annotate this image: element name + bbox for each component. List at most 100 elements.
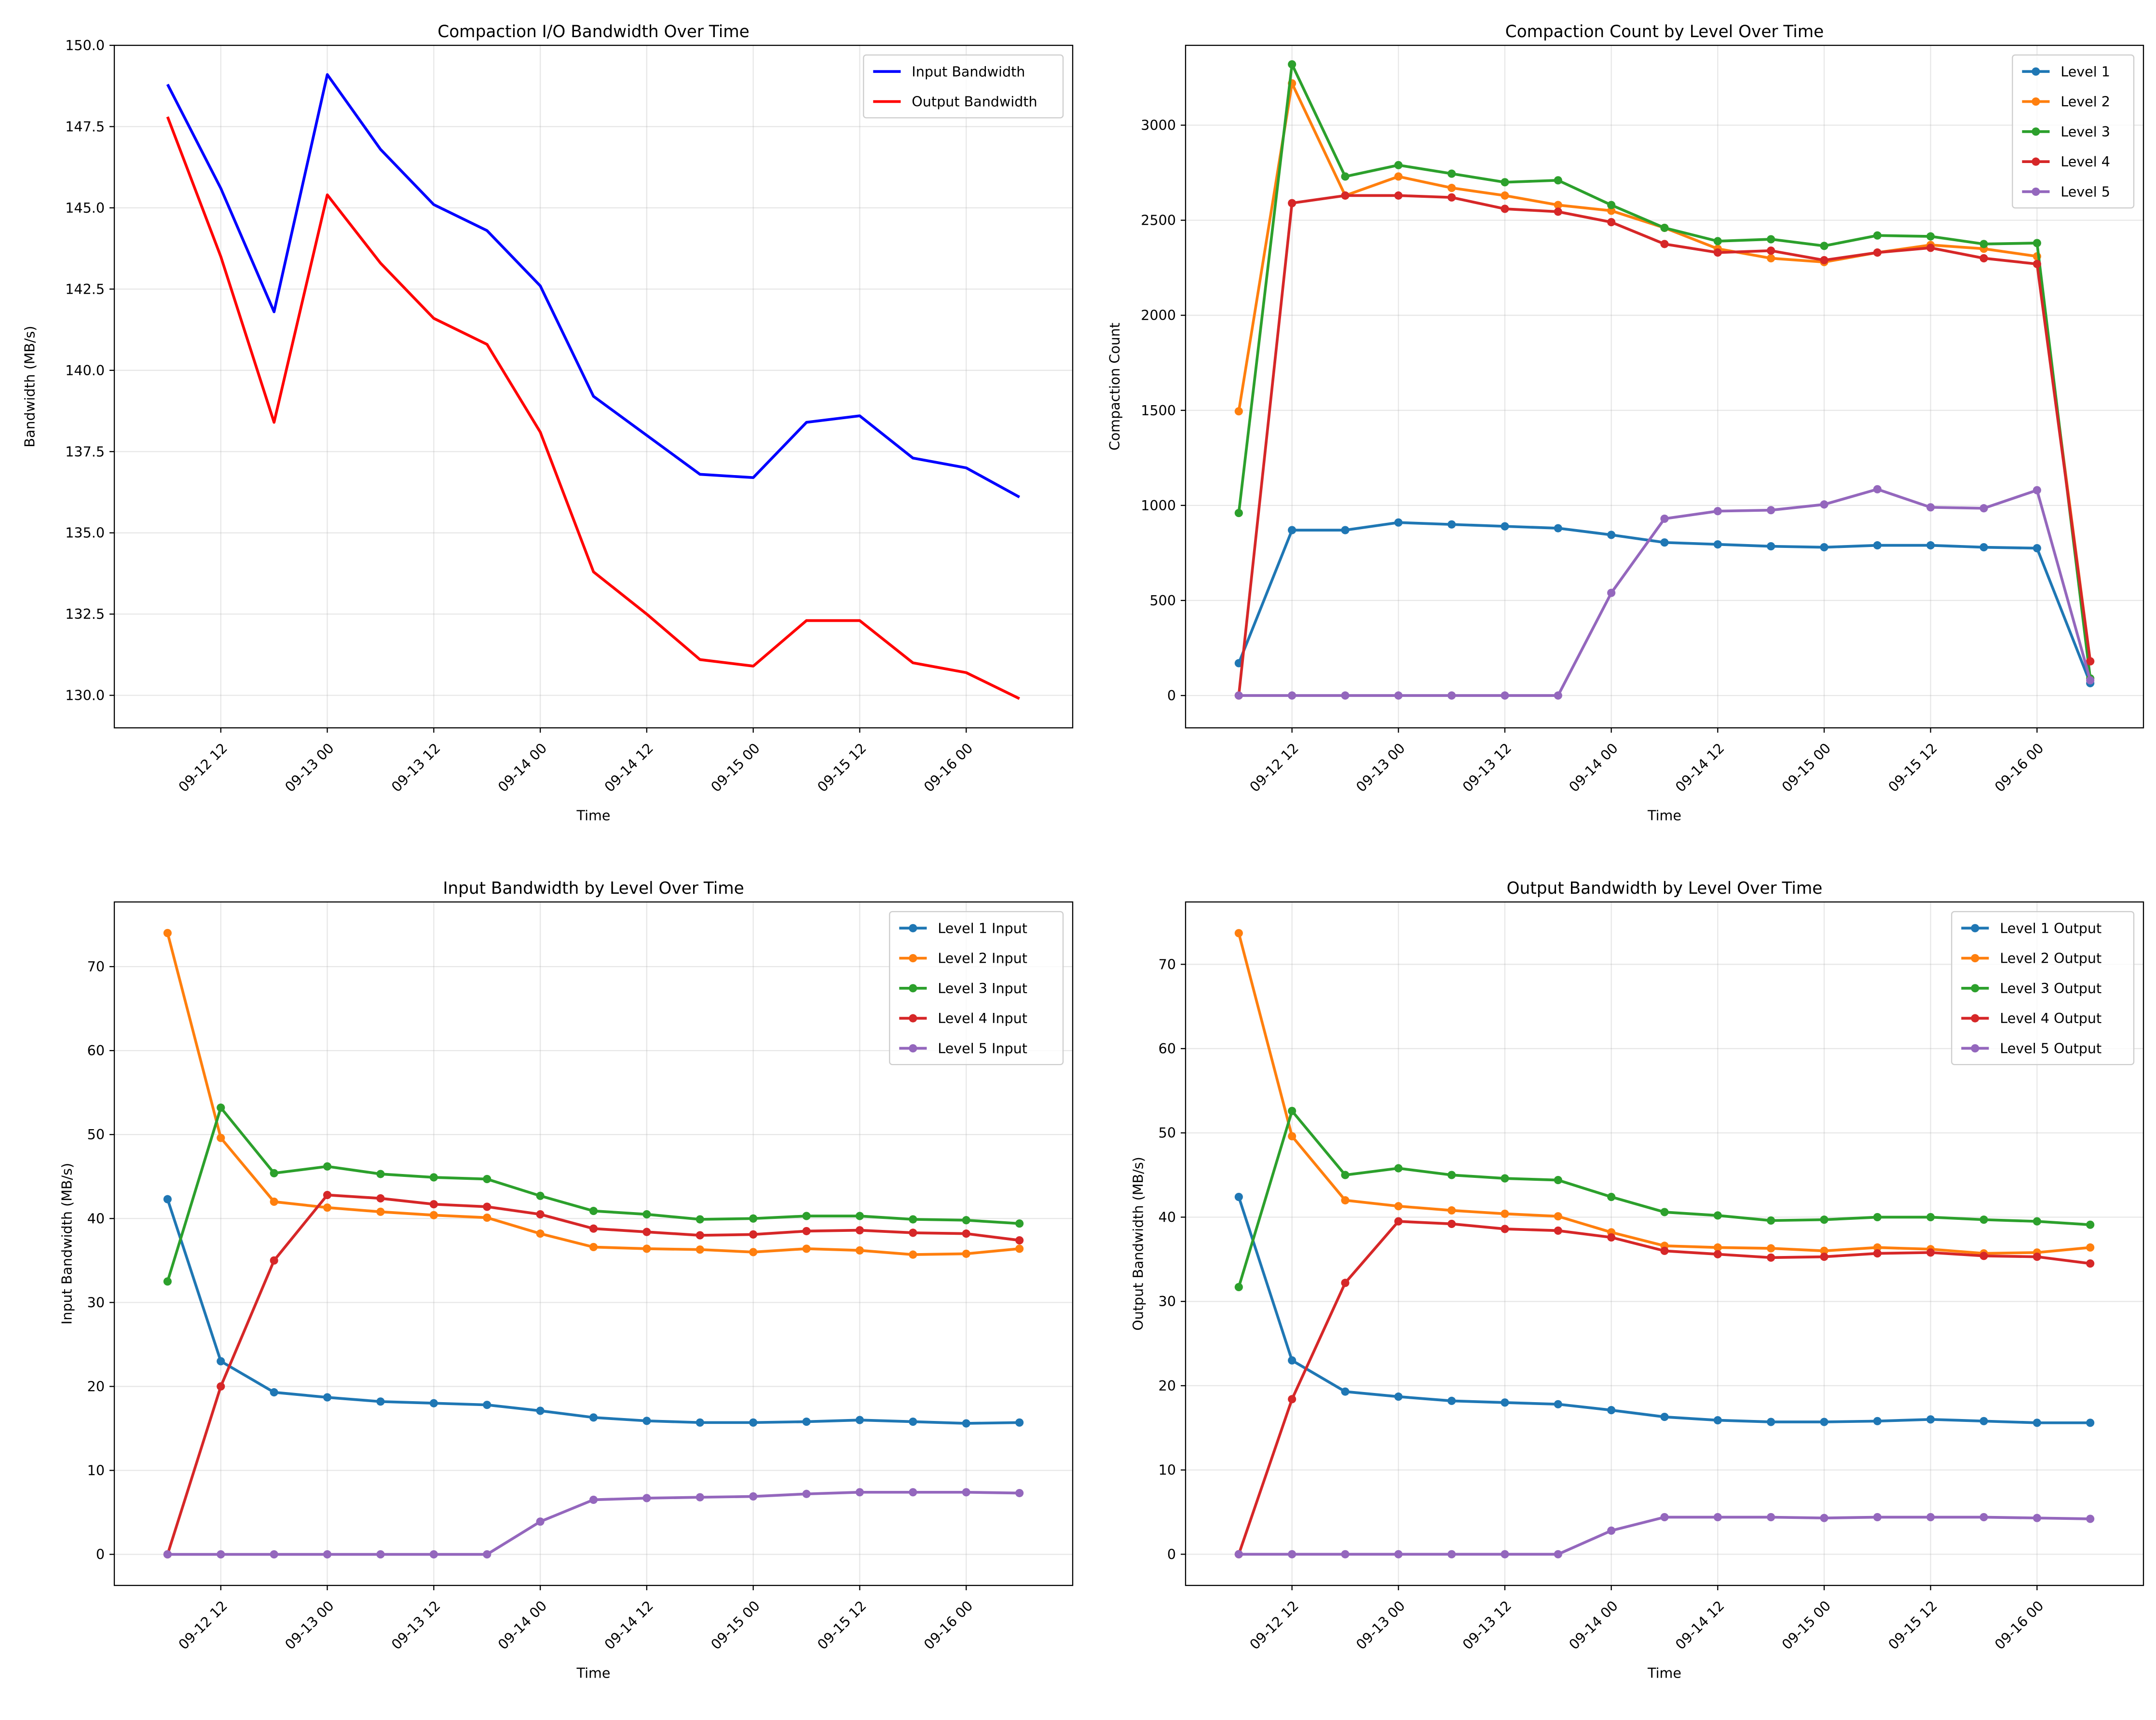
y-axis-label: Input Bandwidth (MB/s) (58, 1163, 75, 1324)
series-group (1234, 60, 2095, 700)
data-point (1767, 506, 1775, 515)
data-point (1767, 542, 1775, 551)
data-point (696, 1493, 704, 1502)
data-point (1820, 543, 1829, 552)
data-point (1767, 1418, 1775, 1426)
data-point (1447, 1171, 1456, 1179)
data-point (217, 1103, 225, 1112)
data-point (1501, 178, 1509, 187)
legend-label: Level 5 Input (938, 1040, 1027, 1056)
data-point (1607, 206, 1616, 215)
y-tick-label: 1500 (1141, 402, 1176, 419)
data-point (1713, 540, 1722, 549)
data-point (589, 1413, 598, 1422)
data-point (1767, 254, 1775, 263)
data-point (270, 1256, 278, 1265)
data-point (323, 1162, 332, 1171)
legend-label: Level 4 Input (938, 1010, 1027, 1026)
data-point (1394, 1217, 1403, 1226)
y-tick-label: 500 (1149, 592, 1176, 609)
data-point (1394, 1550, 1403, 1558)
data-point (1767, 1216, 1775, 1225)
data-point (1660, 1412, 1669, 1421)
data-point (1288, 199, 1296, 207)
legend-label: Level 3 Output (2000, 980, 2101, 997)
data-point (1713, 237, 1722, 246)
data-point (483, 1174, 491, 1184)
legend-swatch-marker (2032, 127, 2040, 136)
legend-label: Level 2 (2060, 94, 2110, 110)
y-tick-label: 60 (87, 1042, 105, 1059)
series (1234, 929, 2095, 1258)
legend-label: Input Bandwidth (912, 63, 1025, 80)
data-point (1607, 588, 1616, 597)
y-tick-label: 137.5 (65, 443, 105, 460)
data-point (1341, 526, 1350, 534)
legend-label: Level 5 (2060, 183, 2110, 200)
data-point (1447, 691, 1456, 700)
legend-item: Level 1 Input (899, 920, 1027, 936)
data-point (1979, 1417, 1988, 1425)
data-point (376, 1194, 385, 1203)
legend-label: Level 4 Output (2000, 1010, 2101, 1026)
data-point (589, 1207, 598, 1215)
legend-swatch-marker (2032, 97, 2040, 106)
data-point (1447, 1396, 1456, 1405)
y-tick-label: 60 (1159, 1040, 1176, 1057)
legend-label: Level 1 (2060, 63, 2110, 80)
data-point (429, 1200, 438, 1209)
data-point (483, 1213, 491, 1222)
data-point (1554, 1226, 1562, 1235)
y-tick-label: 10 (87, 1462, 105, 1479)
data-point (536, 1517, 545, 1526)
data-point (1341, 1387, 1350, 1396)
data-point (1015, 1488, 1024, 1498)
data-point (1447, 169, 1456, 178)
data-point (1660, 538, 1669, 547)
data-point (855, 1212, 864, 1220)
data-point (1926, 541, 1935, 550)
legend-swatch-marker (1971, 1014, 1979, 1023)
data-point (909, 1229, 917, 1237)
legend-swatch-marker (2032, 157, 2040, 166)
data-point (642, 1228, 651, 1236)
y-tick-label: 2000 (1141, 307, 1176, 324)
data-point (1926, 1248, 1935, 1257)
data-point (749, 1214, 758, 1223)
y-ticks: 130.0 132.5 135.0 137.5 140.0 142.5 145.0 147.5… (65, 37, 114, 704)
data-point (1873, 1249, 1882, 1258)
data-point (962, 1419, 970, 1428)
data-point (1873, 541, 1882, 550)
data-point (1234, 509, 1243, 518)
data-point (1554, 1400, 1562, 1408)
data-point (2033, 239, 2041, 247)
data-point (802, 1417, 811, 1426)
data-point (1713, 1250, 1722, 1258)
y-tick-label: 50 (87, 1126, 105, 1143)
data-point (1607, 531, 1616, 539)
data-point (1501, 1550, 1509, 1558)
data-point (1341, 191, 1350, 200)
data-point (1926, 1415, 1935, 1424)
data-point (376, 1170, 385, 1178)
data-point (2033, 486, 2041, 494)
legend-label: Level 1 Input (938, 920, 1027, 936)
data-point (536, 1406, 545, 1415)
data-point (163, 928, 172, 937)
data-point (1394, 1202, 1403, 1211)
data-point (323, 1203, 332, 1212)
data-point (1607, 218, 1616, 227)
data-point (1873, 248, 1882, 257)
data-point (1234, 407, 1243, 416)
axes-frame (113, 901, 1074, 1586)
data-point (1979, 254, 1988, 263)
y-tick-label: 2500 (1141, 212, 1176, 229)
data-point (1394, 1164, 1403, 1173)
data-point (1501, 1174, 1509, 1183)
data-point (270, 1388, 278, 1397)
data-point (323, 1550, 332, 1559)
legend-label: Level 4 (2060, 153, 2110, 170)
data-point (1979, 1252, 1988, 1260)
legend-frame (1951, 911, 2135, 1065)
series-group (166, 73, 1020, 700)
